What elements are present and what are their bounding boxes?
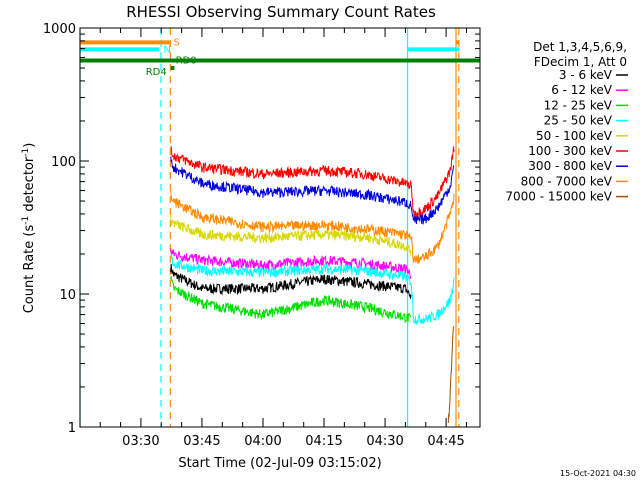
- series-line: [170, 156, 455, 225]
- series-line: [170, 263, 412, 299]
- legend-entry-label: 7000 - 15000 keV: [505, 190, 612, 204]
- x-tick-label: 04:15: [305, 434, 342, 449]
- series-line: [447, 326, 455, 424]
- status-bar-label: S: [174, 37, 180, 48]
- series-line: [170, 213, 412, 257]
- legend-header-line-1: Det 1,3,4,5,6,9,: [533, 40, 627, 54]
- legend-entry-label: 3 - 6 keV: [559, 68, 613, 82]
- plot-area: SN RD0 RD4: [79, 28, 480, 427]
- series-line: [170, 253, 455, 326]
- x-axis: 03:30 03:45 04:00 04:15 04:30 04:45: [99, 28, 467, 449]
- series-line: [170, 145, 455, 219]
- legend-entry-label: 12 - 25 keV: [544, 98, 613, 112]
- generation-timestamp: 15-Oct-2021 04:30: [560, 469, 636, 478]
- y-tick-label: 1: [68, 421, 76, 436]
- x-tick-label: 04:45: [427, 434, 464, 449]
- status-bar-label: RD0: [176, 55, 197, 66]
- series-line: [170, 276, 412, 324]
- x-tick-label: 03:30: [122, 434, 159, 449]
- y-tick-label: 100: [51, 155, 76, 170]
- status-bar-label: RD4: [146, 67, 167, 78]
- legend-entry-label: 800 - 7000 keV: [521, 174, 613, 188]
- legend-entry-label: 6 - 12 keV: [551, 83, 613, 97]
- chart-title: RHESSI Observing Summary Count Rates: [126, 3, 436, 21]
- status-bar-label: N: [163, 44, 170, 55]
- x-tick-label: 03:45: [183, 434, 220, 449]
- legend-entry-label: 25 - 50 keV: [544, 114, 613, 128]
- x-tick-label: 04:00: [244, 434, 281, 449]
- y-axis: 1 10 100 1000: [43, 22, 480, 436]
- x-axis-title: Start Time (02-Jul-09 03:15:02): [178, 456, 381, 471]
- series-line: [170, 191, 455, 264]
- plot-frame: [79, 27, 481, 428]
- legend-header-line-2: FDecim 1, Att 0: [534, 55, 627, 69]
- legend-entry-label: 100 - 300 keV: [528, 144, 612, 158]
- legend-entry-label: 50 - 100 keV: [536, 129, 613, 143]
- y-tick-label: 10: [59, 288, 76, 303]
- legend-entry-label: 300 - 800 keV: [528, 159, 612, 173]
- y-axis-title: Count Rate (s-1 detector-1): [21, 143, 37, 314]
- x-tick-label: 04:30: [366, 434, 403, 449]
- y-tick-label: 1000: [43, 22, 76, 37]
